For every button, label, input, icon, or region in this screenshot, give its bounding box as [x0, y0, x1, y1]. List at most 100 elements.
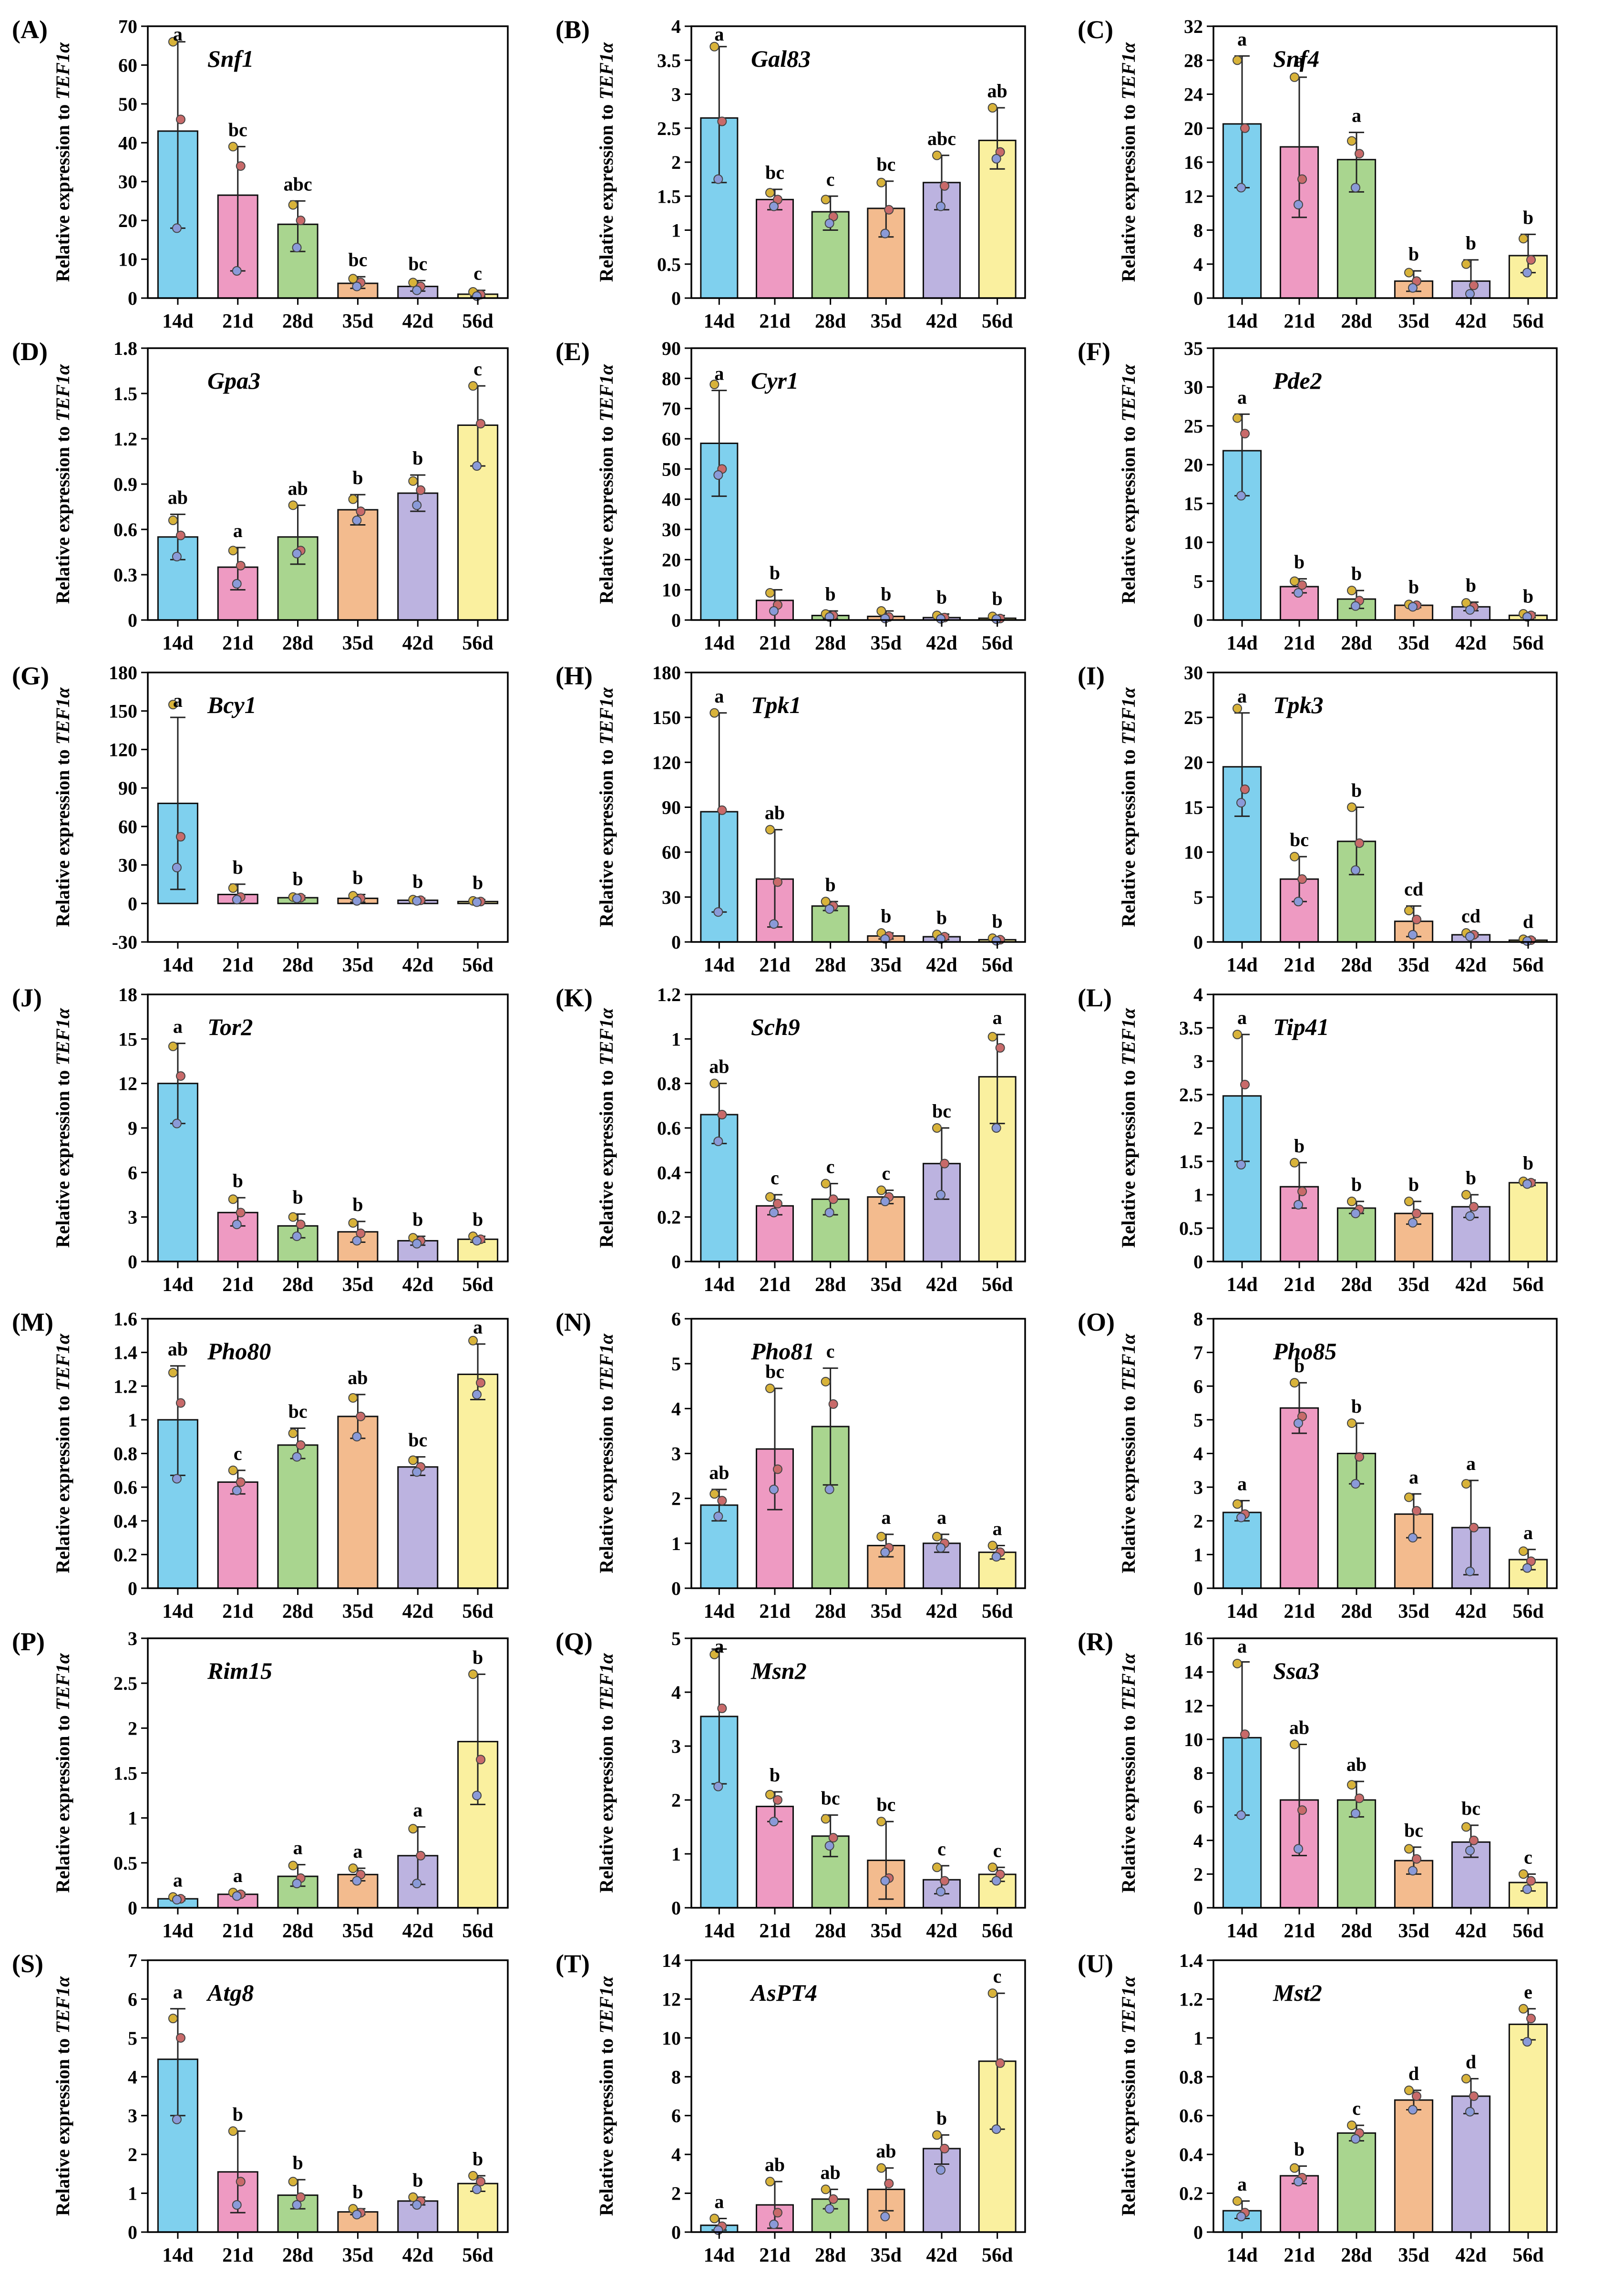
significance-letter: b	[936, 2107, 947, 2129]
y-tick-label: 8	[1193, 1763, 1203, 1784]
y-axis-label: Relative expression to TEF1α	[1118, 1653, 1139, 1893]
y-tick-label: 0	[128, 1251, 137, 1272]
y-axis-label-gene: TEF1α	[1118, 1008, 1139, 1065]
data-point	[1519, 1869, 1528, 1879]
y-tick-label: 30	[118, 855, 137, 876]
data-point	[1294, 1200, 1303, 1210]
data-point	[296, 216, 306, 226]
significance-letter: a	[881, 1507, 891, 1528]
x-tick-label: 42d	[402, 1601, 433, 1623]
data-point	[991, 1876, 1001, 1886]
data-point	[821, 1376, 831, 1386]
x-tick-label: 35d	[871, 1601, 902, 1623]
significance-letter: b	[1466, 232, 1476, 254]
data-point	[1465, 931, 1475, 941]
y-axis-label-prefix: Relative expression to	[596, 1710, 617, 1893]
data-point	[1355, 149, 1364, 159]
y-tick-label: 0.6	[113, 1477, 137, 1498]
data-point	[769, 919, 779, 929]
bar	[1508, 2023, 1548, 2233]
y-tick-label: 0	[671, 288, 681, 309]
bar	[397, 492, 439, 621]
significance-letter: a	[714, 2191, 724, 2213]
data-point	[1465, 1845, 1475, 1855]
y-axis-label-gene: TEF1α	[596, 364, 617, 422]
data-point	[1294, 897, 1303, 907]
data-point	[348, 274, 358, 284]
chart-panel: (O) Pho85 Relative expression to TEF1α a 14d…	[1078, 1308, 1558, 1623]
data-point	[476, 1755, 486, 1765]
data-point	[168, 1368, 178, 1377]
significance-letter: a	[1237, 1473, 1247, 1494]
data-point	[348, 1863, 358, 1873]
data-point	[1412, 1506, 1421, 1516]
y-tick-label: 1	[671, 1533, 681, 1554]
y-tick-label: 12	[1184, 186, 1203, 207]
data-point	[352, 281, 362, 291]
x-tick-label: 35d	[342, 954, 373, 976]
data-point	[769, 1484, 779, 1494]
data-point	[828, 1194, 838, 1204]
x-tick-label: 21d	[1284, 1920, 1315, 1942]
y-tick-label: 1	[128, 1409, 137, 1431]
y-tick-label: 2	[671, 1789, 681, 1811]
y-tick-label: 18	[118, 984, 137, 1005]
plot-frame	[147, 25, 509, 299]
significance-letter: ab	[168, 1338, 188, 1360]
y-tick-label: 0	[128, 1578, 137, 1599]
significance-letter: b	[292, 1186, 303, 1208]
x-tick-label: 56d	[462, 1920, 493, 1942]
data-point	[1355, 1793, 1364, 1803]
y-tick-label: 30	[1184, 662, 1203, 683]
data-point	[713, 470, 723, 480]
data-point	[932, 1531, 942, 1541]
data-point	[1297, 1805, 1307, 1815]
data-point	[709, 380, 719, 389]
data-point	[880, 613, 890, 623]
bar	[277, 1444, 319, 1589]
bar	[1336, 2132, 1377, 2233]
chart-panel: (F) Pde2 Relative expression to TEF1α a 14d b…	[1078, 337, 1558, 654]
significance-letter: b	[1351, 1174, 1362, 1195]
data-point	[412, 500, 422, 510]
panel-label: (B)	[555, 15, 590, 44]
data-point	[416, 485, 426, 495]
y-tick-label: 0	[1193, 1897, 1203, 1919]
chart-panel: (T) AsPT4 Relative expression to TEF1α a 14d…	[555, 1949, 1026, 2266]
data-point	[292, 1879, 302, 1889]
y-axis-label: Relative expression to TEF1α	[1118, 1976, 1139, 2216]
significance-letter: a	[413, 1800, 422, 1821]
plot-frame	[690, 1318, 1026, 1589]
data-point	[356, 1411, 366, 1421]
y-axis-label-prefix: Relative expression to	[1118, 1710, 1139, 1893]
data-point	[472, 1236, 482, 1246]
significance-letter: a	[937, 1507, 946, 1528]
y-tick-label: 3	[128, 2105, 137, 2127]
y-axis-label-gene: TEF1α	[596, 1976, 617, 2034]
y-tick-label: 20	[1184, 454, 1203, 476]
data-point	[1404, 268, 1414, 278]
x-tick-label: 14d	[1226, 954, 1257, 976]
data-point	[717, 116, 727, 126]
data-point	[769, 606, 779, 616]
significance-letter: bc	[821, 1788, 840, 1809]
panel-label: (C)	[1078, 15, 1113, 44]
data-point	[1294, 588, 1303, 598]
y-tick-label: 15	[1184, 797, 1203, 818]
x-tick-label: 28d	[1341, 1920, 1372, 1942]
chart-panel: (P) Rim15 Relative expression to TEF1α a 14d…	[12, 1627, 509, 1942]
data-point	[1294, 1418, 1303, 1428]
y-axis-label-prefix: Relative expression to	[52, 745, 73, 927]
y-tick-label: 2	[671, 152, 681, 173]
y-tick-label: 0	[671, 1897, 681, 1919]
x-tick-label: 42d	[1455, 2244, 1486, 2266]
significance-letter: ab	[348, 1367, 368, 1388]
panel-label: (Q)	[555, 1627, 593, 1656]
x-tick-label: 21d	[1284, 1601, 1315, 1623]
chart-panel: (J) Tor2 Relative expression to TEF1α a 14d b…	[12, 983, 509, 1296]
x-tick-label: 35d	[1398, 954, 1429, 976]
significance-letter: b	[825, 874, 836, 895]
y-tick-label: 12	[662, 1988, 681, 2010]
chart-title: Tip41	[1273, 1014, 1329, 1040]
